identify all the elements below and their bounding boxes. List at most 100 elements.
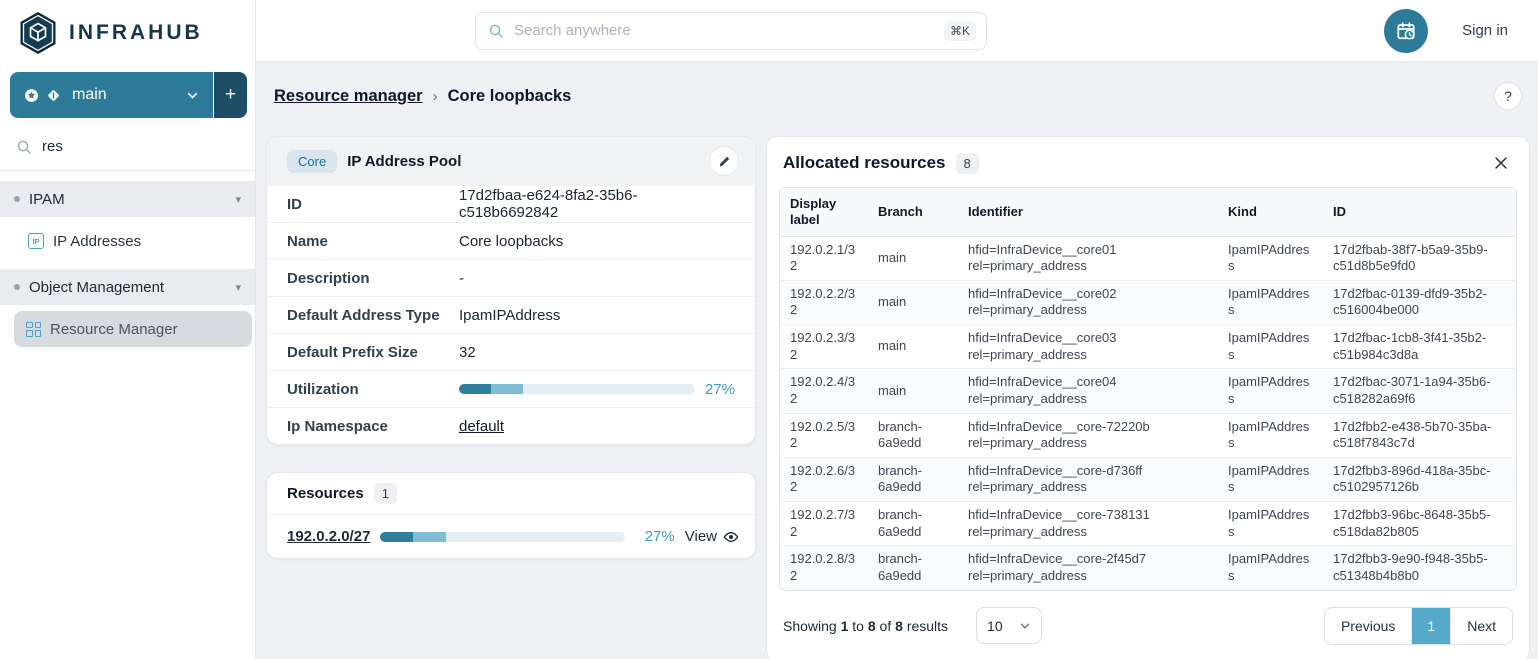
column-branch: Branch: [868, 188, 958, 237]
sidebar-filter-input[interactable]: [42, 138, 239, 155]
utilization-progress-bar: [459, 384, 695, 394]
table-row[interactable]: 192.0.2.3/32 main hfid=InfraDevice__core…: [780, 324, 1516, 369]
sidebar-section-ipam[interactable]: IPAM ▾: [0, 181, 255, 217]
cell-kind: IpamIPAddress: [1228, 330, 1310, 362]
resource-segment-dark: [380, 531, 414, 542]
table-row[interactable]: 192.0.2.4/32 main hfid=InfraDevice__core…: [780, 368, 1516, 413]
cell-branch: main: [878, 382, 907, 398]
resource-progress-bar: [380, 531, 625, 542]
prefix-link[interactable]: 192.0.2.0/27: [287, 528, 371, 545]
field-row-default-prefix-size: Default Prefix Size 32: [267, 333, 755, 370]
tasks-calendar-button[interactable]: [1384, 8, 1429, 53]
search-icon: [16, 139, 32, 155]
field-row-description: Description -: [267, 259, 755, 296]
cell-display-label: 192.0.2.3/32: [790, 330, 856, 362]
table-row[interactable]: 192.0.2.5/32 branch-6a9edd hfid=InfraDev…: [780, 413, 1516, 457]
cell-identifier: hfid=InfraDevice__core-d736ff rel=primar…: [968, 462, 1143, 495]
sidebar-item-resource-manager[interactable]: Resource Manager: [14, 311, 252, 347]
page-size-select[interactable]: 10: [976, 607, 1043, 644]
breadcrumb-resource-manager[interactable]: Resource manager: [274, 86, 423, 105]
resources-count-badge: 1: [373, 483, 397, 504]
cell-identifier: hfid=InfraDevice__core02 rel=primary_add…: [968, 285, 1117, 318]
global-search[interactable]: ⌘K: [475, 11, 987, 50]
cell-display-label: 192.0.2.6/32: [790, 462, 856, 495]
pencil-icon: [718, 155, 731, 168]
resource-row: 192.0.2.0/27 27% View: [267, 515, 755, 558]
eye-icon: [723, 529, 739, 545]
view-button[interactable]: View: [685, 528, 739, 545]
cell-id: 17d2fbb2-e438-5b70-35ba-c518f7843c7d: [1333, 418, 1492, 451]
badge-star-icon: [24, 88, 39, 103]
branch-diamond-icon: [46, 88, 61, 103]
cell-identifier: hfid=InfraDevice__core-72220b rel=primar…: [968, 418, 1150, 451]
cell-branch: branch-6a9edd: [878, 507, 923, 539]
resources-title: Resources: [287, 485, 364, 502]
table-row[interactable]: 192.0.2.1/32 main hfid=InfraDevice__core…: [780, 236, 1516, 280]
cell-id: 17d2fbac-1cb8-3f41-35b2-c51b984c3d8a: [1333, 330, 1487, 362]
cell-kind: IpamIPAddress: [1228, 507, 1310, 539]
cell-kind: IpamIPAddress: [1228, 418, 1310, 451]
column-id: ID: [1323, 188, 1516, 237]
sidebar: INFRAHUB main + IPAM ▾ IP IP Addresses: [0, 0, 256, 659]
table-row[interactable]: 192.0.2.2/32 main hfid=InfraDevice__core…: [780, 280, 1516, 325]
help-button[interactable]: ?: [1494, 82, 1522, 110]
top-bar: ⌘K Sign in: [256, 0, 1538, 62]
column-display-label: Display label: [780, 188, 868, 237]
cell-id: 17d2fbb3-96bc-8648-35b5-c518da82b805: [1333, 507, 1491, 539]
branch-name: main: [72, 86, 107, 103]
cell-branch: main: [878, 338, 907, 354]
cell-display-label: 192.0.2.4/32: [790, 374, 856, 406]
collapse-triangle-icon: ▾: [235, 281, 241, 294]
allocated-table-body: 192.0.2.1/32 main hfid=InfraDevice__core…: [780, 236, 1516, 590]
edit-button[interactable]: [709, 146, 739, 176]
pagination: Previous 1 Next: [1323, 606, 1513, 645]
sidebar-section-object-management[interactable]: Object Management ▾: [0, 269, 255, 305]
branch-selector[interactable]: main: [10, 72, 213, 118]
next-page-button[interactable]: Next: [1450, 607, 1512, 644]
cell-kind: IpamIPAddress: [1228, 551, 1310, 583]
cell-display-label: 192.0.2.8/32: [790, 551, 856, 583]
global-search-input[interactable]: [514, 22, 934, 39]
pool-details-card: Core IP Address Pool ID 17d2fbaa-e624-8f…: [266, 136, 756, 445]
cell-kind: IpamIPAddress: [1228, 462, 1310, 495]
table-row[interactable]: 192.0.2.7/32 branch-6a9edd hfid=InfraDev…: [780, 501, 1516, 546]
cell-identifier: hfid=InfraDevice__core01 rel=primary_add…: [968, 241, 1117, 274]
allocated-resources-table: Display label Branch Identifier Kind ID …: [780, 188, 1516, 590]
cell-id: 17d2fbb3-896d-418a-35bc-c5102957126b: [1333, 462, 1491, 495]
table-row[interactable]: 192.0.2.8/32 branch-6a9edd hfid=InfraDev…: [780, 545, 1516, 590]
table-row[interactable]: 192.0.2.6/32 branch-6a9edd hfid=InfraDev…: [780, 457, 1516, 502]
allocated-count-badge: 8: [955, 152, 979, 174]
brand-name: INFRAHUB: [69, 21, 203, 44]
cell-kind: IpamIPAddress: [1228, 241, 1310, 274]
resources-card: Resources 1 192.0.2.0/27 27% View: [266, 472, 756, 559]
collapse-triangle-icon: ▾: [235, 193, 241, 206]
cell-id: 17d2fbab-38f7-b5a9-35b9-c51d8b5e9fd0: [1333, 241, 1488, 274]
pool-card-title: IP Address Pool: [347, 152, 462, 170]
cell-branch: branch-6a9edd: [878, 418, 923, 451]
cell-branch: main: [878, 294, 907, 310]
field-row-default-address-type: Default Address Type IpamIPAddress: [267, 296, 755, 333]
cell-kind: IpamIPAddress: [1228, 285, 1310, 318]
cell-id: 17d2fbac-0139-dfd9-35b2-c516004be000: [1333, 285, 1487, 318]
ip-namespace-link[interactable]: default: [459, 417, 505, 435]
pool-prefix-size-value: 32: [459, 343, 476, 361]
sign-in-link[interactable]: Sign in: [1462, 22, 1508, 39]
page-1-button[interactable]: 1: [1411, 607, 1451, 644]
section-bullet-icon: [14, 284, 20, 290]
breadcrumb-separator: ›: [432, 87, 438, 105]
pool-description-value: -: [459, 269, 464, 287]
calendar-clock-icon: [1395, 20, 1417, 42]
add-branch-button[interactable]: +: [214, 72, 247, 118]
previous-page-button[interactable]: Previous: [1324, 607, 1412, 644]
cell-id: 17d2fbb3-9e90-f948-35b5-c51348b4b8b0: [1333, 551, 1488, 583]
cell-branch: main: [878, 249, 907, 265]
cell-display-label: 192.0.2.2/32: [790, 285, 856, 318]
cell-identifier: hfid=InfraDevice__core03 rel=primary_add…: [968, 330, 1117, 362]
field-row-utilization: Utilization 27%: [267, 370, 755, 407]
app-logo[interactable]: INFRAHUB: [0, 0, 255, 56]
close-icon: [1493, 155, 1509, 171]
allocated-resources-panel: Allocated resources 8 Display label: [766, 136, 1530, 659]
sidebar-item-ip-addresses[interactable]: IP IP Addresses: [0, 223, 255, 259]
close-panel-button[interactable]: [1489, 151, 1513, 175]
cell-identifier: hfid=InfraDevice__core-738131 rel=primar…: [968, 507, 1150, 539]
